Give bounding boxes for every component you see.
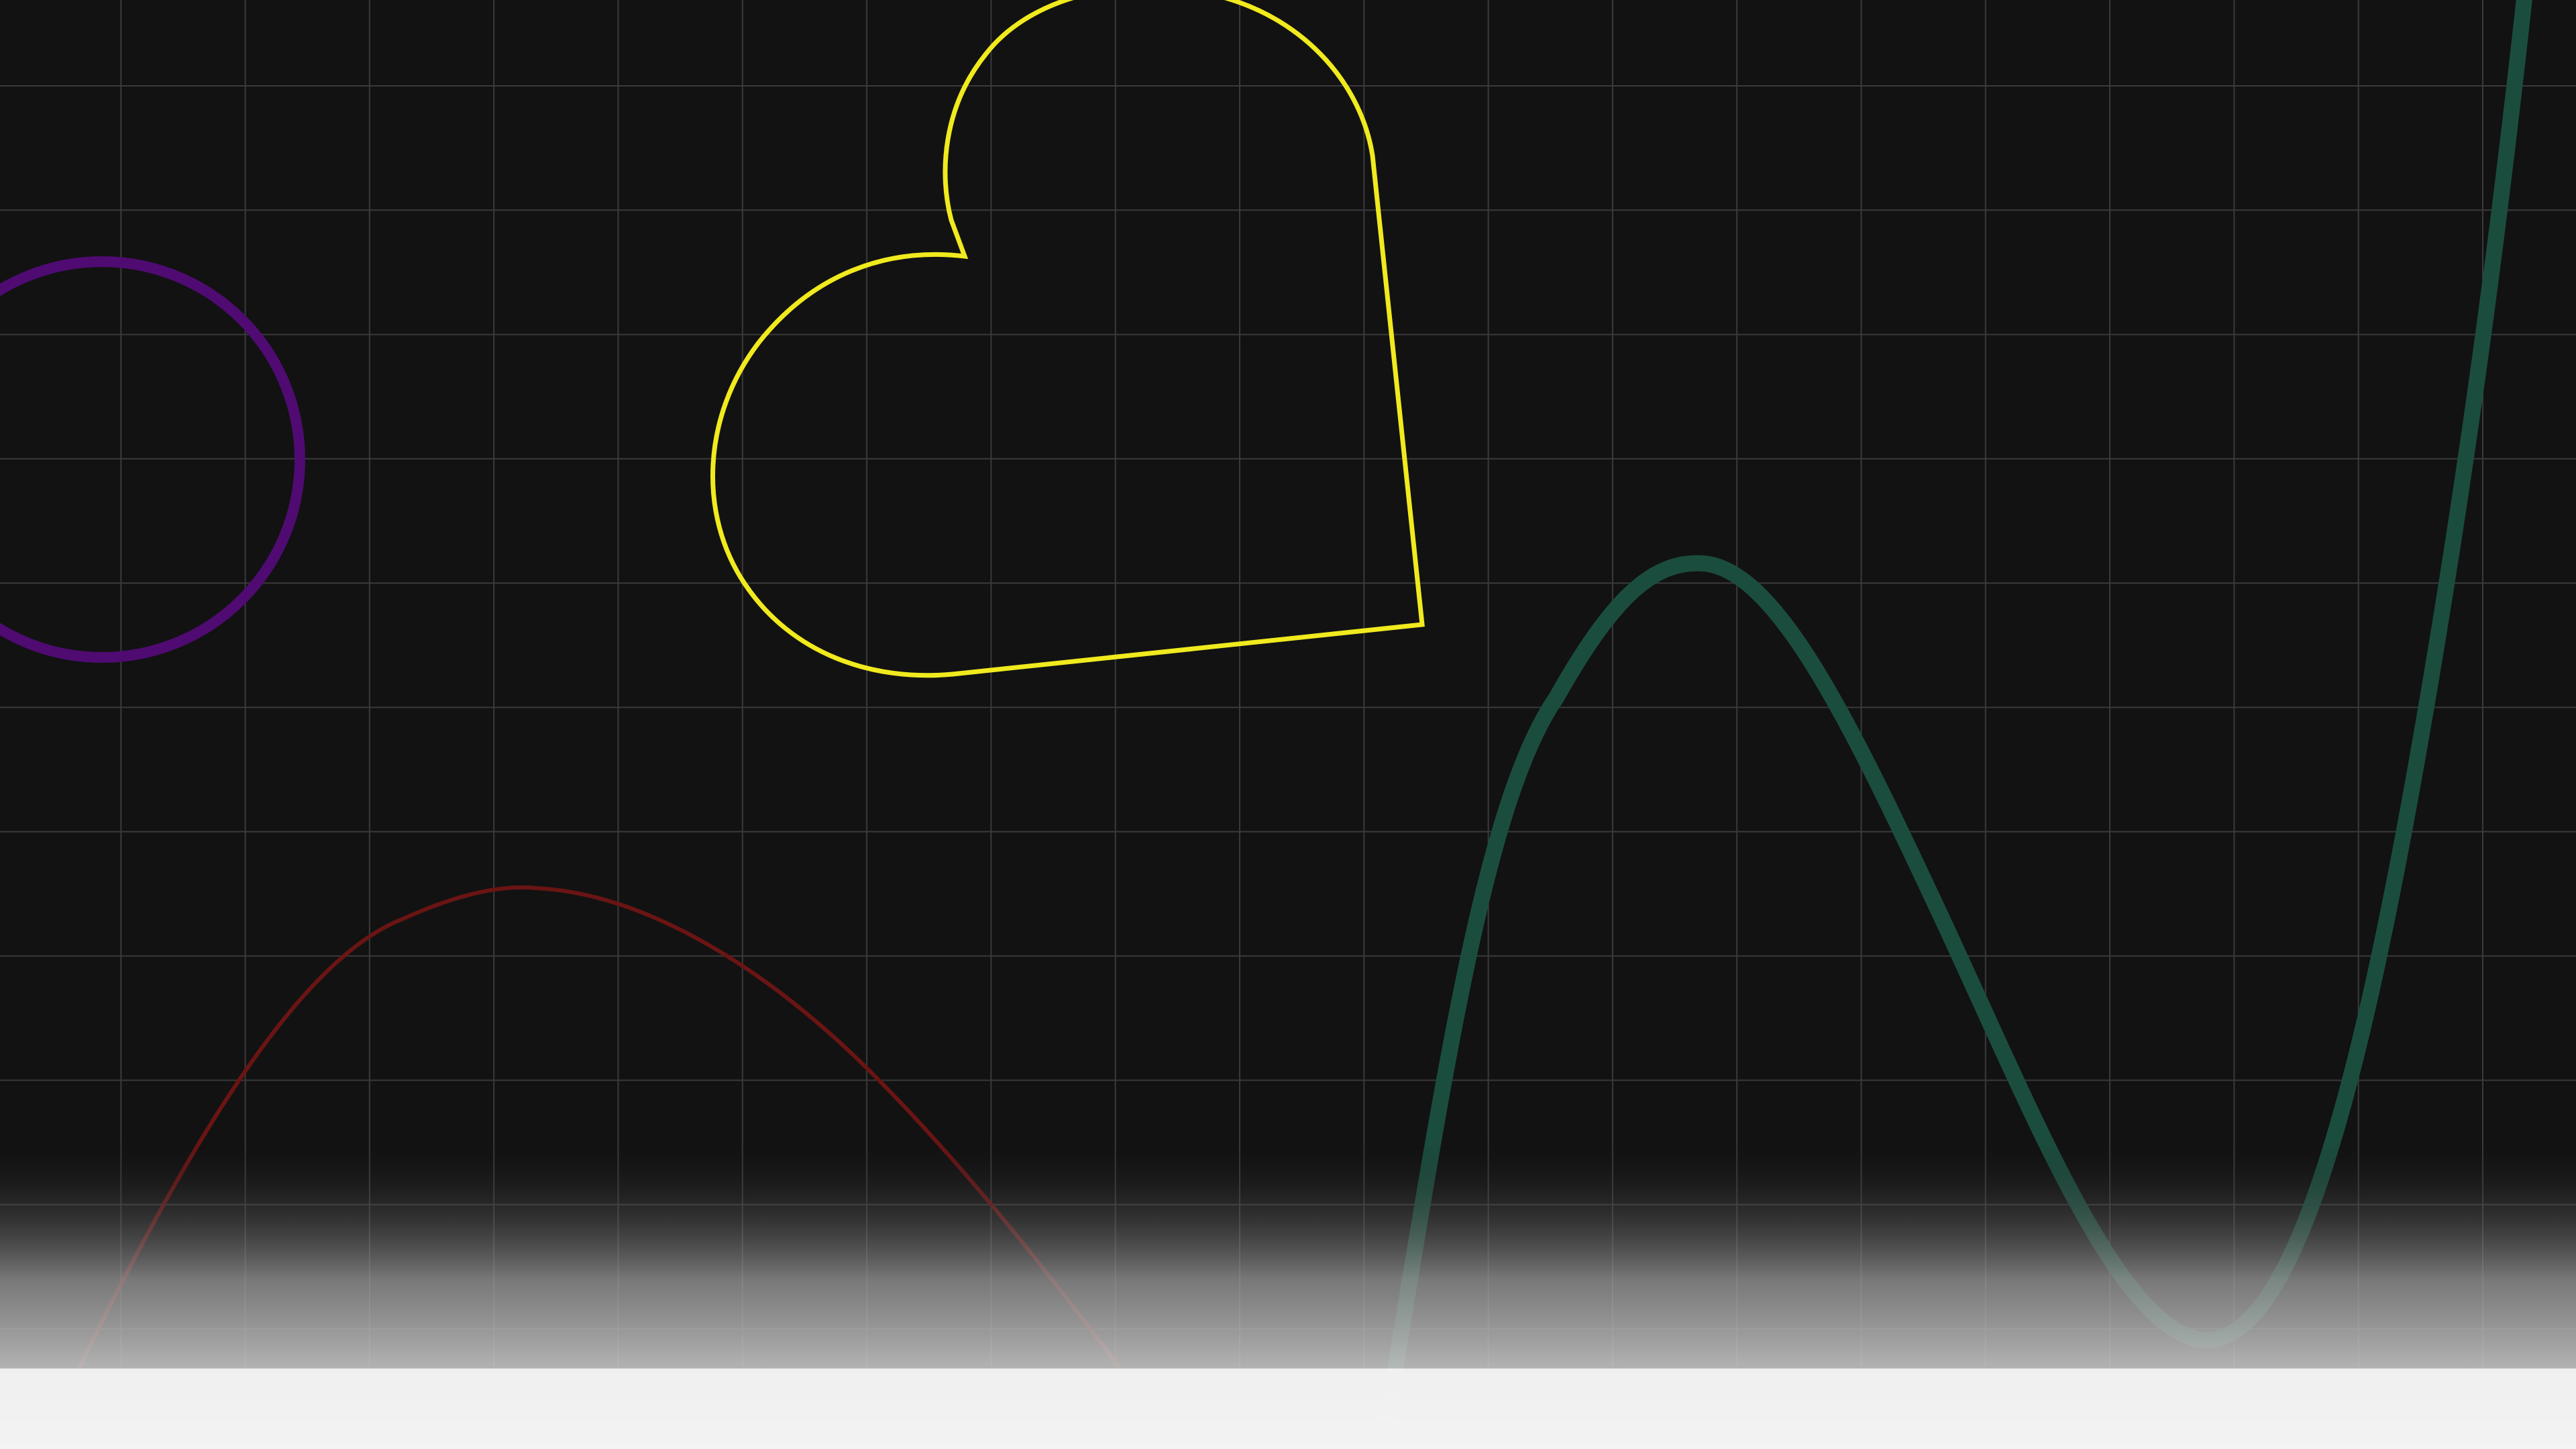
bottom-fade-solid	[0, 1368, 2576, 1449]
yellow-heart	[710, 0, 1425, 678]
green-wave-curve	[1374, 0, 2532, 1449]
purple-circle	[0, 256, 305, 663]
